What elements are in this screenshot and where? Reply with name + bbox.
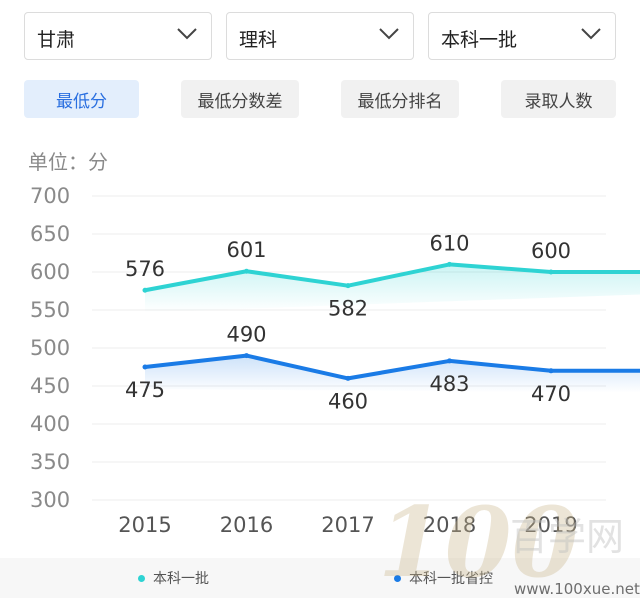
- subject-select-value: 理科: [239, 29, 278, 51]
- data-label: 600: [531, 239, 571, 263]
- data-point: [142, 364, 148, 370]
- data-label: 576: [125, 257, 165, 281]
- x-tick-label: 2019: [524, 513, 577, 537]
- y-tick-label: 350: [30, 450, 70, 474]
- batch-select[interactable]: 本科一批: [428, 12, 616, 60]
- grid-lines: [92, 195, 606, 501]
- score-line-chart: 700 650 600 550 500 450 400 350 300 2015 2016 2017…: [30, 184, 640, 537]
- legend-item-series2[interactable]: 本科一批省控: [394, 568, 493, 588]
- data-point: [345, 283, 351, 289]
- data-label: 483: [429, 372, 469, 396]
- chevron-down-icon: [379, 28, 399, 40]
- y-tick-label: 400: [30, 412, 70, 436]
- x-tick-label: 2017: [321, 513, 374, 537]
- tab-min-score-diff[interactable]: 最低分数差: [181, 80, 299, 118]
- batch-select-value: 本科一批: [441, 29, 518, 51]
- data-point: [345, 375, 351, 381]
- y-axis-ticks: 700 650 600 550 500 450 400 350 300: [30, 184, 70, 512]
- legend-dot-icon: [394, 574, 401, 582]
- data-label: 470: [531, 382, 571, 406]
- series-layer: [142, 261, 640, 393]
- unit-label: 单位：分: [28, 150, 108, 174]
- legend-label: 本科一批: [153, 571, 209, 587]
- province-select[interactable]: 甘肃: [24, 12, 212, 60]
- data-point: [244, 268, 249, 274]
- y-tick-label: 500: [30, 336, 70, 360]
- y-tick-label: 650: [30, 222, 70, 246]
- chevron-down-icon: [581, 28, 601, 40]
- data-labels: 576 601 582 610 600 475 490 460 483 470: [125, 231, 571, 413]
- x-tick-label: 2018: [423, 513, 476, 537]
- series-line-1: [143, 262, 640, 293]
- series-glow: [145, 355, 640, 393]
- data-point: [447, 261, 452, 267]
- legend-item-series1[interactable]: 本科一批: [138, 568, 209, 588]
- y-tick-label: 550: [30, 298, 70, 322]
- legend-dot-icon: [138, 574, 145, 582]
- data-label: 460: [328, 389, 368, 413]
- x-tick-label: 2015: [118, 513, 171, 537]
- province-select-value: 甘肃: [37, 29, 76, 51]
- series-line-2: [143, 353, 640, 381]
- data-label: 490: [226, 323, 266, 347]
- y-tick-label: 600: [30, 260, 70, 284]
- data-label: 610: [429, 231, 469, 255]
- data-label: 582: [328, 297, 368, 321]
- data-point: [548, 269, 554, 275]
- tab-admission-count[interactable]: 录取人数: [501, 80, 616, 118]
- chart-legend: 本科一批 本科一批省控: [0, 558, 640, 598]
- y-tick-label: 450: [30, 374, 70, 398]
- data-point: [244, 353, 249, 359]
- tab-min-score-rank[interactable]: 最低分排名: [341, 80, 459, 118]
- tab-min-score[interactable]: 最低分: [24, 80, 139, 118]
- chevron-down-icon: [177, 28, 197, 40]
- data-point: [548, 368, 554, 374]
- subject-select[interactable]: 理科: [226, 12, 414, 60]
- y-tick-label: 300: [30, 488, 70, 512]
- y-tick-label: 700: [30, 184, 70, 208]
- data-point: [142, 287, 148, 293]
- data-label: 475: [125, 378, 165, 402]
- x-tick-label: 2016: [220, 513, 273, 537]
- x-axis-ticks: 2015 2016 2017 2018 2019: [118, 513, 577, 537]
- data-point: [447, 358, 452, 364]
- data-label: 601: [226, 238, 266, 262]
- legend-label: 本科一批省控: [409, 571, 493, 587]
